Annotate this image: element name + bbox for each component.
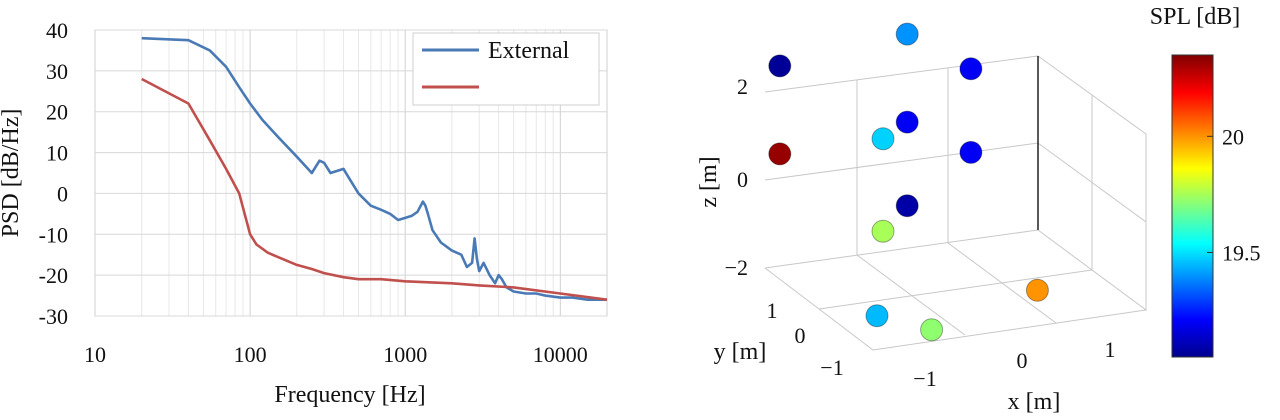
psd-line-internal [141, 77, 608, 301]
psd-legend: External [412, 32, 600, 106]
psd-x-tick-label: 10000 [533, 342, 588, 367]
scatter-point [871, 219, 895, 243]
colorbar-tick-label: 19.5 [1222, 240, 1261, 265]
z-tick-0: 0 [737, 167, 748, 192]
legend-label-external: External [488, 38, 570, 64]
scatter-point [871, 127, 895, 151]
scatter-point [895, 110, 919, 134]
psd-y-axis-label: PSD [dB/Hz] [0, 109, 24, 238]
z-axis-label: z [m] [696, 156, 722, 207]
psd-x-axis-label: Frequency [Hz] [274, 382, 425, 408]
colorbar-tick-label: 20 [1222, 124, 1244, 149]
z-tick-neg2: −2 [725, 255, 748, 280]
scatter-point [959, 57, 983, 81]
psd-y-tick-label: 20 [46, 100, 68, 125]
y-tick-0: 0 [795, 323, 806, 348]
scatter-point [865, 304, 889, 328]
colorbar [1171, 54, 1214, 358]
scatter-point [895, 22, 919, 46]
scatter-point [768, 54, 792, 78]
scatter-point [920, 318, 944, 342]
psd-y-tick-label: 30 [46, 59, 68, 84]
psd-x-tick-label: 10 [84, 342, 106, 367]
3d-box-gridlines [764, 55, 1147, 351]
psd-y-tick-label: 40 [46, 18, 68, 43]
scatter-point [895, 194, 919, 218]
psd-y-tick-label: -30 [39, 304, 68, 329]
psd-y-tick-label: -10 [39, 222, 68, 247]
psd-series-lines [141, 36, 608, 302]
colorbar-title: SPL [dB] [1150, 4, 1240, 30]
spl-3d-scatter: 2 0 −2 1 0 −1 −1 0 1 z [m] y [m] x [m] [696, 4, 1261, 415]
x-tick-0: 0 [1017, 348, 1028, 373]
psd-y-tick-labels: 40 30 20 10 0 -10 -20 -30 [39, 18, 68, 329]
x-tick-1: 1 [1105, 337, 1116, 362]
y-tick-neg1: −1 [820, 355, 843, 380]
x-axis-label: x [m] [1008, 389, 1061, 415]
psd-y-tick-label: 0 [57, 181, 68, 206]
y-axis-label: y [m] [714, 339, 767, 365]
3d-scatter-points [768, 22, 1049, 342]
scatter-point [959, 140, 983, 164]
legend-box [412, 32, 600, 106]
psd-y-tick-label: -20 [39, 263, 68, 288]
psd-x-tick-label: 100 [234, 342, 267, 367]
colorbar-ticks: 20 19.5 [1207, 124, 1261, 265]
psd-x-tick-label: 1000 [383, 342, 427, 367]
3d-tick-labels: 2 0 −2 1 0 −1 −1 0 1 [725, 74, 1116, 391]
scatter-point [768, 142, 792, 166]
y-tick-1: 1 [767, 298, 778, 323]
scatter-point [1025, 278, 1049, 302]
z-tick-2: 2 [737, 74, 748, 99]
psd-x-tick-labels: 10 100 1000 10000 [84, 342, 588, 367]
psd-y-tick-label: 10 [46, 141, 68, 166]
x-tick-neg1: −1 [913, 366, 936, 391]
